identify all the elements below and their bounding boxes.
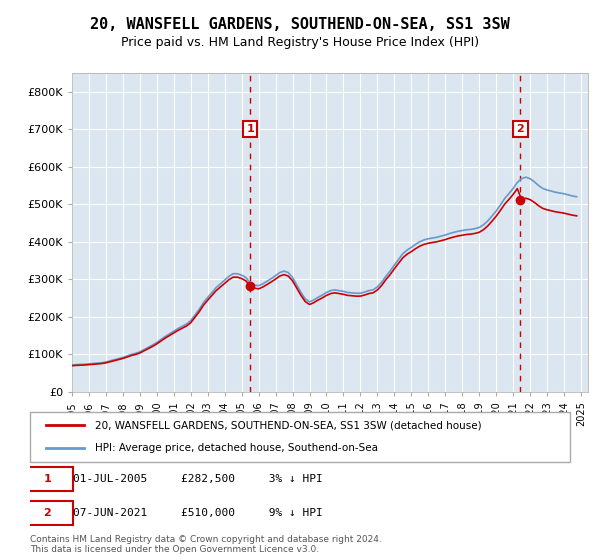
Text: HPI: Average price, detached house, Southend-on-Sea: HPI: Average price, detached house, Sout… [95,444,378,454]
Text: 1: 1 [43,474,51,484]
FancyBboxPatch shape [22,466,73,491]
Text: Price paid vs. HM Land Registry's House Price Index (HPI): Price paid vs. HM Land Registry's House … [121,36,479,49]
Text: 20, WANSFELL GARDENS, SOUTHEND-ON-SEA, SS1 3SW (detached house): 20, WANSFELL GARDENS, SOUTHEND-ON-SEA, S… [95,420,481,430]
FancyBboxPatch shape [30,412,570,462]
FancyBboxPatch shape [22,501,73,525]
Text: 07-JUN-2021     £510,000     9% ↓ HPI: 07-JUN-2021 £510,000 9% ↓ HPI [73,507,323,517]
Text: 20, WANSFELL GARDENS, SOUTHEND-ON-SEA, SS1 3SW: 20, WANSFELL GARDENS, SOUTHEND-ON-SEA, S… [90,17,510,32]
Text: 01-JUL-2005     £282,500     3% ↓ HPI: 01-JUL-2005 £282,500 3% ↓ HPI [73,474,323,484]
Text: Contains HM Land Registry data © Crown copyright and database right 2024.
This d: Contains HM Land Registry data © Crown c… [30,535,382,554]
Text: 2: 2 [517,124,524,134]
Text: 1: 1 [246,124,254,134]
Text: 2: 2 [43,507,51,517]
